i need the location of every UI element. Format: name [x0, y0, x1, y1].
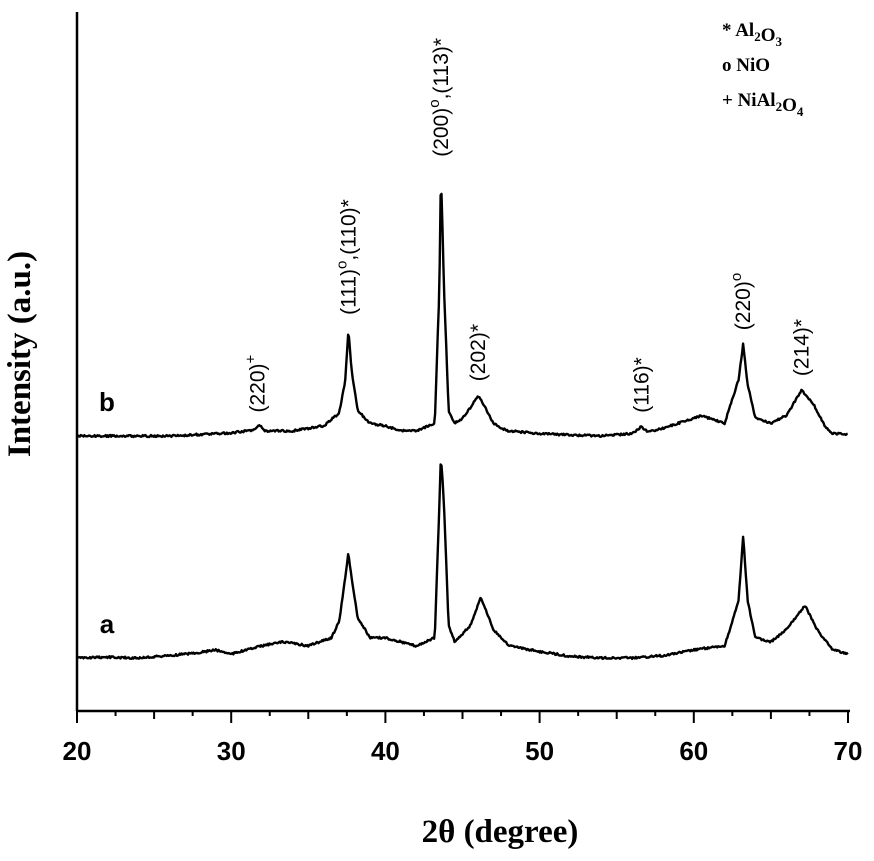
- series-labels: ab: [99, 387, 115, 639]
- peak-label: (200)o,(113)*: [426, 38, 453, 157]
- peak-annotations: (220)+ (111)o,(110)* (200)o,(113)* (202)* (1…: [242, 38, 813, 413]
- x-tick-label: 60: [679, 736, 708, 766]
- x-tick-label: 40: [371, 736, 400, 766]
- peak-label: (202)*: [467, 324, 490, 381]
- legend-entry: + NiAl2O4: [722, 90, 804, 119]
- x-axis-title: 2θ (degree): [422, 814, 579, 850]
- peak-label: (111)o,(110)*: [333, 199, 360, 315]
- x-tick-label: 50: [525, 736, 554, 766]
- plot-area: [75, 12, 850, 713]
- peak-label: (214)*: [791, 319, 814, 376]
- series-label-b: b: [99, 387, 115, 417]
- peak-label: (116)*: [630, 357, 653, 413]
- peak-label: (220)o: [728, 273, 755, 330]
- legend: * Al2O3 o NiO + NiAl2O4: [722, 20, 804, 119]
- series-line-a: [76, 463, 849, 661]
- x-tick-label: 20: [63, 736, 92, 766]
- peak-label: (220)+: [242, 354, 269, 412]
- x-tick-label: 30: [217, 736, 246, 766]
- x-tick-label: 70: [834, 736, 863, 766]
- legend-entry: o NiO: [722, 55, 770, 76]
- legend-entry: * Al2O3: [722, 20, 782, 49]
- series-layer: [76, 192, 849, 661]
- y-axis-title: Intensity (a.u.): [2, 251, 38, 457]
- series-label-a: a: [100, 609, 115, 639]
- x-axis-ticks: [76, 711, 849, 723]
- series-line-b: [76, 192, 848, 439]
- x-axis-tick-labels: 20 30 40 50 60 70: [63, 736, 863, 766]
